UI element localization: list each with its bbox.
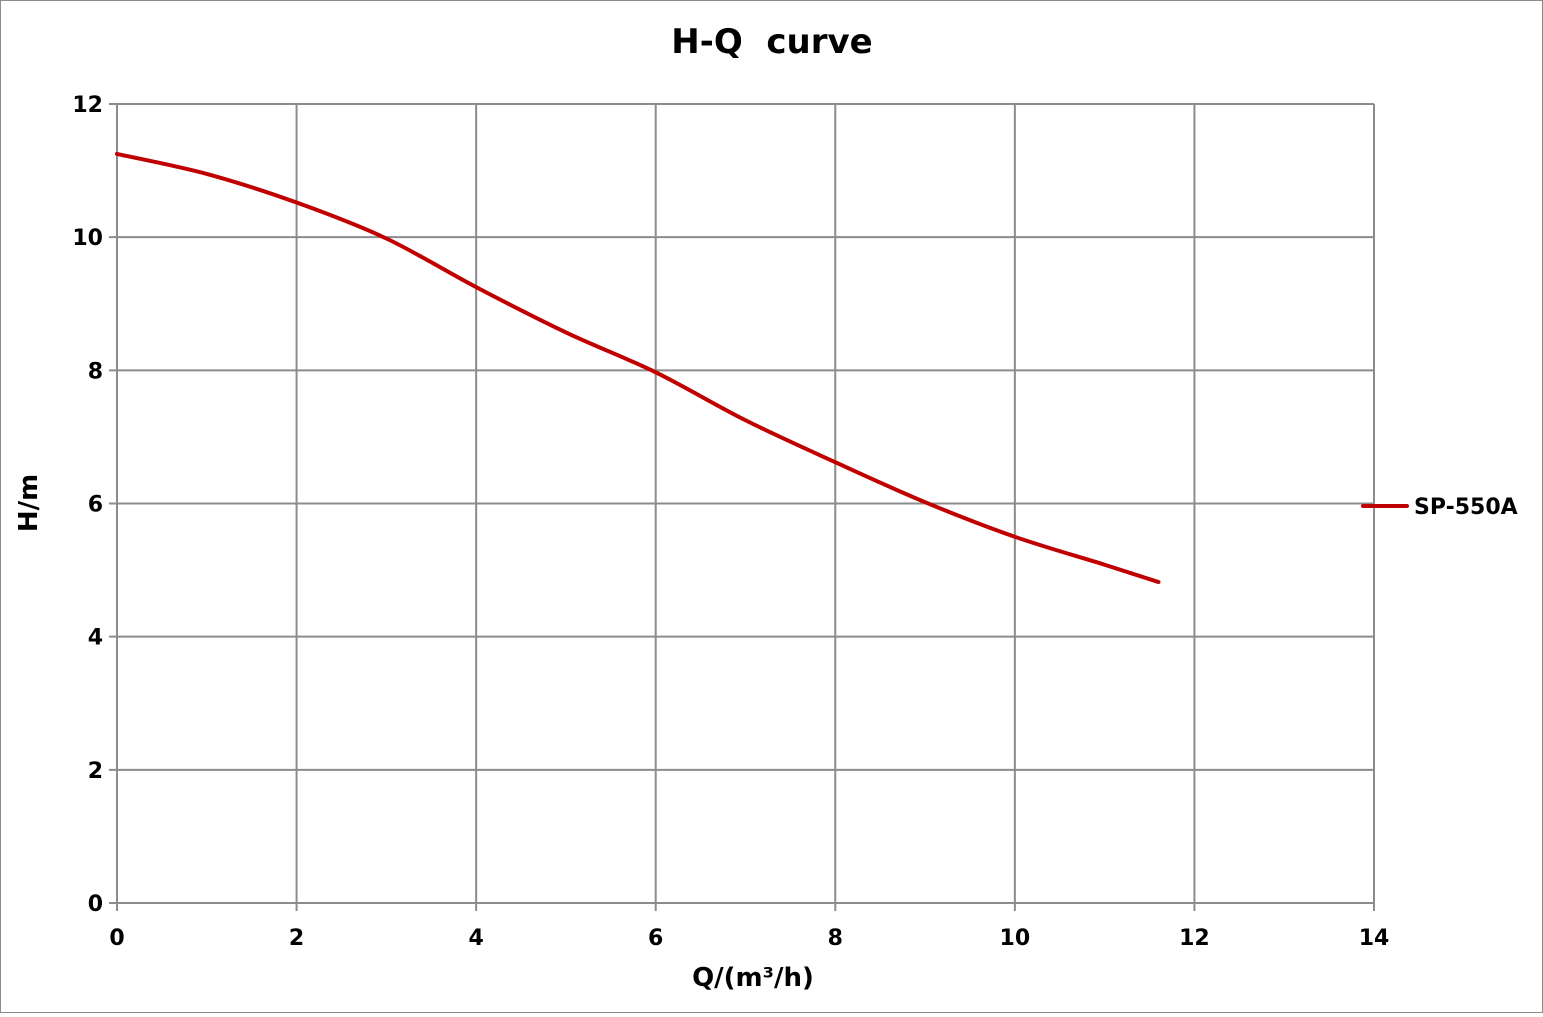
x-tick-label-1: 2 [289, 926, 304, 951]
legend: SP-550A [1361, 495, 1518, 520]
y-tick-label-1: 2 [88, 759, 103, 784]
x-tick-label-6: 12 [1179, 926, 1210, 951]
chart-title: H-Q curve [671, 22, 873, 62]
grid-lines [109, 103, 1375, 911]
y-tick-label-0: 0 [88, 892, 103, 917]
x-tick-label-3: 6 [648, 926, 663, 951]
series-group [115, 151, 1161, 585]
y-tick-label-3: 6 [88, 493, 103, 518]
y-tick-label-5: 10 [72, 226, 103, 251]
x-axis-title: Q/(m³/h) [692, 963, 814, 993]
series-line-0 [115, 151, 1161, 585]
tick-labels: 0 2 4 6 8 10 12 0 2 4 6 8 10 12 14 [72, 93, 1389, 951]
y-tick-label-4: 8 [88, 359, 103, 384]
x-tick-label-5: 10 [1000, 926, 1031, 951]
x-tick-label-0: 0 [109, 926, 124, 951]
x-tick-label-2: 4 [468, 926, 483, 951]
legend-label-0: SP-550A [1414, 495, 1518, 520]
y-tick-label-6: 12 [72, 93, 103, 118]
y-axis-title: H/m [14, 474, 44, 532]
x-tick-label-7: 14 [1359, 926, 1390, 951]
y-tick-label-2: 4 [88, 626, 103, 651]
x-tick-label-4: 8 [828, 926, 843, 951]
